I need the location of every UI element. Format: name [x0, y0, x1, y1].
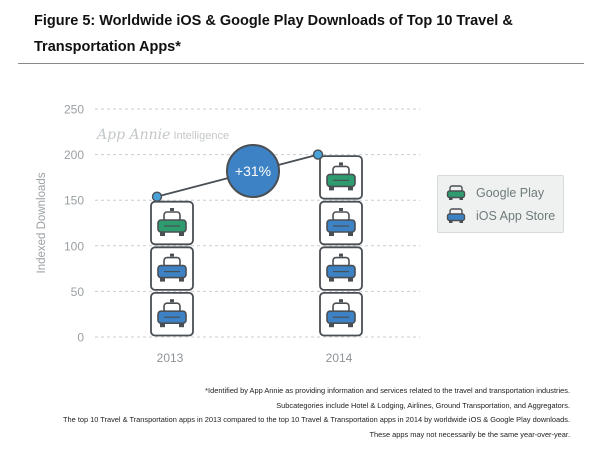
car-wheel	[348, 323, 353, 328]
growth-endpoint	[151, 191, 163, 202]
car-icon	[326, 162, 356, 191]
car-icon	[326, 208, 356, 236]
growth-endpoint	[312, 149, 324, 160]
y-axis-label: Indexed Downloads	[36, 172, 48, 273]
car-light	[339, 162, 343, 166]
car-wheel	[329, 277, 334, 282]
footnote-2: Subcategories include Hotel & Lodging, A…	[276, 400, 570, 410]
legend-label-ios-app-store: iOS App Store	[476, 209, 556, 223]
car-wheel	[348, 186, 353, 191]
growth-badge	[226, 144, 280, 198]
car-light	[170, 253, 174, 257]
car-light	[339, 208, 343, 211]
car-wheel	[179, 232, 184, 236]
figure-title-line-1: Figure 5: Worldwide iOS & Google Play Do…	[34, 13, 513, 29]
x-tick-label: 2014	[326, 351, 353, 365]
car-wheel	[179, 277, 184, 282]
car-wheel	[348, 232, 353, 236]
car-wheel	[329, 232, 334, 236]
footnote-3: The top 10 Travel & Transportation apps …	[63, 415, 570, 424]
legend-item-google-play: Google Play	[446, 183, 544, 203]
y-tick-label: 250	[64, 103, 84, 117]
y-tick-label: 150	[64, 194, 84, 208]
car-light	[339, 253, 343, 257]
watermark-brand: App Annie	[95, 127, 170, 143]
y-tick-label: 100	[64, 239, 84, 253]
car-wheel	[160, 277, 165, 282]
y-tick-label: 50	[71, 285, 85, 299]
watermark: App Annie Intelligence	[95, 127, 229, 143]
footnotes: *Identified by App Annie as providing in…	[10, 384, 570, 442]
car-icon	[326, 253, 356, 282]
legend-label-google-play: Google Play	[476, 186, 545, 200]
bar-2014	[319, 155, 363, 337]
car-wheel	[348, 277, 353, 282]
car-light	[170, 299, 174, 303]
growth-badge-label: +31%	[235, 163, 271, 179]
car-icon	[157, 208, 187, 236]
footnote-1: *Identified by App Annie as providing in…	[205, 386, 570, 395]
car-icon	[326, 299, 356, 328]
footnote-4: These apps may not necessarily be the sa…	[369, 429, 570, 439]
car-light	[339, 299, 343, 303]
car-wheel	[179, 323, 184, 328]
car-icon	[446, 208, 466, 223]
x-tick-label: 2013	[157, 351, 184, 365]
y-tick-label: 200	[64, 148, 84, 162]
title-divider	[18, 63, 584, 64]
figure-title-line-2: Transportation Apps*	[34, 39, 181, 55]
car-wheel	[160, 323, 165, 328]
car-wheel	[329, 186, 334, 191]
legend-item-ios-app-store: iOS App Store	[446, 206, 555, 226]
car-icon	[446, 185, 466, 200]
watermark-suffix: Intelligence	[170, 130, 229, 142]
car-wheel	[160, 232, 165, 236]
car-light	[170, 208, 174, 211]
y-tick-label: 0	[77, 331, 84, 345]
legend: Google Play iOS App Store	[437, 175, 564, 233]
figure-title: Figure 5: Worldwide iOS & Google Play Do…	[34, 8, 574, 60]
car-icon	[157, 253, 187, 282]
car-icon	[157, 299, 187, 328]
car-wheel	[329, 323, 334, 328]
bar-2013	[150, 200, 194, 337]
